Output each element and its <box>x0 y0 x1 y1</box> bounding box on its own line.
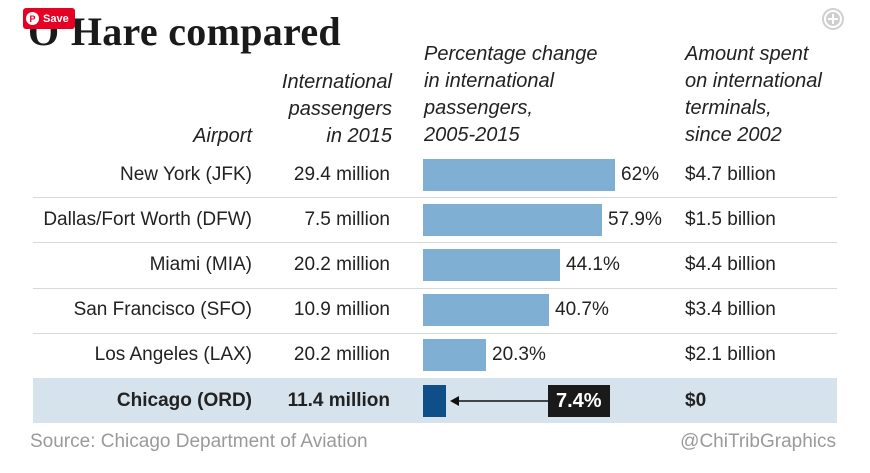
header-passengers: International passengers in 2015 <box>281 71 392 147</box>
passengers-value: 29.4 million <box>293 164 390 185</box>
source-note: Source: Chicago Department of Aviation <box>30 431 368 452</box>
bar-1 <box>423 204 602 236</box>
airport-name: Los Angeles (LAX) <box>94 344 252 365</box>
airport-name: New York (JFK) <box>120 164 252 185</box>
bar-2 <box>423 249 560 281</box>
save-label: Save <box>43 12 69 25</box>
chart-title: O'Hare compared <box>28 9 341 54</box>
row-separator <box>33 333 837 334</box>
passengers-value: 11.4 million <box>287 390 390 411</box>
pointer-arrow <box>450 396 548 406</box>
airport-name: Chicago (ORD) <box>116 390 252 411</box>
amount-value: $1.5 billion <box>685 209 776 230</box>
value-label-2: 44.1% <box>566 254 620 275</box>
row-separator <box>33 197 837 198</box>
header-airport: Airport <box>193 125 252 147</box>
credit-note: @ChiTribGraphics <box>680 431 836 452</box>
airport-name: Miami (MIA) <box>149 254 252 275</box>
passengers-value: 10.9 million <box>293 299 390 320</box>
expand-plus-button[interactable] <box>822 8 844 30</box>
header-pct-change: Percentage change in international passe… <box>424 43 598 146</box>
passengers-value: 20.2 million <box>293 254 390 275</box>
value-label-3: 40.7% <box>555 299 609 320</box>
header-amount: Amount spent on international terminals,… <box>685 43 822 146</box>
pinterest-icon: P <box>26 12 39 25</box>
value-label-5: 7.4% <box>548 385 610 417</box>
airport-name: San Francisco (SFO) <box>73 299 252 320</box>
bar-5 <box>423 385 446 417</box>
row-separator <box>33 242 837 243</box>
amount-value: $2.1 billion <box>685 344 776 365</box>
pinterest-save-button[interactable]: P Save <box>23 8 75 29</box>
value-label-4: 20.3% <box>492 344 546 365</box>
bar-4 <box>423 339 486 371</box>
amount-value: $0 <box>685 390 707 411</box>
amount-value: $4.4 billion <box>685 254 776 275</box>
amount-value: $3.4 billion <box>685 299 776 320</box>
passengers-value: 20.2 million <box>293 344 390 365</box>
airport-name: Dallas/Fort Worth (DFW) <box>43 209 252 230</box>
value-label-1: 57.9% <box>608 209 662 230</box>
row-separator <box>33 288 837 289</box>
bar-0 <box>423 159 615 191</box>
value-label-0: 62% <box>621 164 660 185</box>
amount-value: $4.7 billion <box>685 164 776 185</box>
plus-icon <box>824 10 842 28</box>
bar-3 <box>423 294 549 326</box>
passengers-value: 7.5 million <box>304 209 390 230</box>
